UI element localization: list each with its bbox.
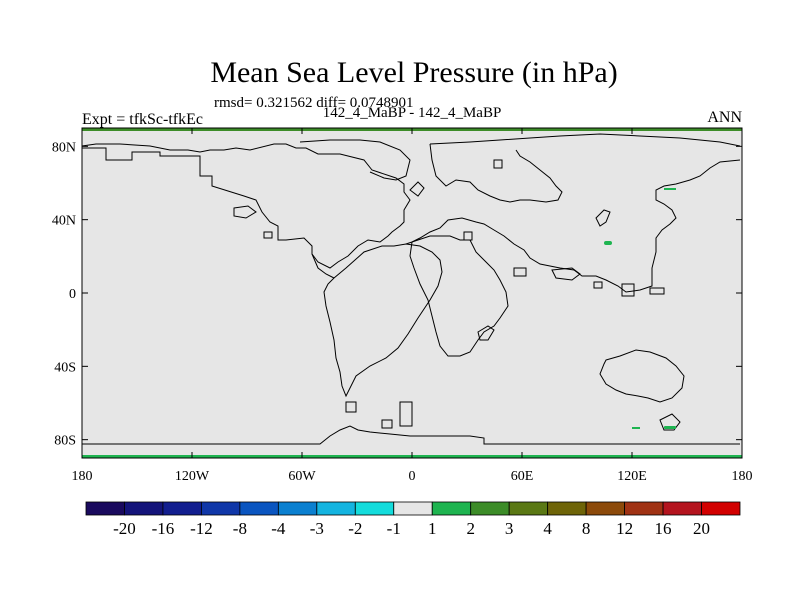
- coastline-south-america: [323, 243, 443, 398]
- colorbar-label: 16: [655, 519, 672, 538]
- colorbar-swatch: [624, 501, 664, 516]
- colorbar-swatch: [316, 501, 356, 516]
- anomaly-patch: [664, 188, 676, 190]
- colorbar-swatch: [701, 501, 741, 516]
- season-label: ANN: [707, 109, 742, 126]
- coastline-island-j: [463, 231, 473, 241]
- lon-tick-label: 180: [732, 469, 753, 484]
- colorbar-label: -1: [387, 519, 401, 538]
- colorbar-swatch: [508, 501, 549, 516]
- lon-tick-label: 60W: [288, 469, 316, 484]
- coastline-africa: [409, 235, 509, 357]
- colorbar-label: 4: [543, 519, 552, 538]
- lat-tick-label: 80S: [54, 434, 76, 449]
- colorbar-swatch: [85, 501, 125, 516]
- coastline-greenland: [299, 139, 411, 181]
- coastline-island-l: [551, 267, 581, 281]
- coastline-japan: [595, 209, 611, 227]
- colorbar-swatch: [393, 501, 433, 516]
- colorbar-swatch: [662, 501, 702, 516]
- colorbar-label: 3: [505, 519, 514, 538]
- coastline-newzealand: [659, 413, 681, 431]
- colorbar-swatch: [239, 501, 279, 516]
- coastline-madagascar: [477, 325, 495, 341]
- coastline-island-b: [263, 231, 273, 239]
- colorbar-label: 1: [428, 519, 437, 538]
- coastline-antarctica: [82, 425, 740, 445]
- coastline-island-d: [381, 419, 393, 429]
- lon-tick-label: 120E: [617, 469, 647, 484]
- experiment-label: Expt = tfkSc-tfkEc: [82, 111, 203, 128]
- coastline-uk: [409, 181, 425, 197]
- colorbar-label: -3: [310, 519, 324, 538]
- lat-tick-label: 0: [69, 287, 76, 302]
- coastline-australia: [599, 349, 685, 403]
- coastline-island-i: [493, 159, 503, 169]
- colorbar-label: -2: [348, 519, 362, 538]
- lon-tick-label: 120W: [175, 469, 210, 484]
- colorbar-swatch: [354, 501, 395, 516]
- colorbar: -20 -16 -12 -8 -4 -3 -2 -1 1 2 3 4 8 12 16 20: [85, 501, 741, 538]
- colorbar-swatch: [201, 501, 241, 516]
- coastline-island-g: [621, 283, 635, 297]
- coastline-island-h: [649, 287, 665, 295]
- lon-tick-label: 60E: [511, 469, 534, 484]
- colorbar-swatch: [431, 501, 472, 516]
- coastline-island-f: [593, 281, 603, 289]
- colorbar-label: 2: [466, 519, 475, 538]
- colorbar-swatch: [470, 501, 510, 516]
- colorbar-swatch: [124, 501, 164, 516]
- anomaly-patch: [604, 241, 612, 245]
- colorbar-label: 8: [582, 519, 591, 538]
- coastline-island-a: [233, 205, 257, 219]
- anomaly-patch: [664, 426, 676, 429]
- colorbar-swatch: [547, 501, 587, 516]
- colorbar-label: -20: [113, 519, 136, 538]
- colorbar-swatch: [162, 501, 202, 516]
- lon-tick-label: 0: [409, 469, 416, 484]
- colorbar-label: -16: [152, 519, 175, 538]
- anomaly-patch: [632, 427, 640, 429]
- coastlines: [81, 133, 741, 445]
- lat-tick-label: 80N: [52, 140, 76, 155]
- center-label: 142_4_MaBP - 142_4_MaBP: [322, 105, 502, 121]
- coastline-eurasia: [405, 133, 741, 293]
- colorbar-label: -4: [271, 519, 286, 538]
- coastline-island-c: [345, 401, 357, 413]
- axis-ticks: 80N 40N 0 40S 80S 180 120W 60W 0 60E 120E 180: [52, 128, 753, 484]
- colorbar-label: 12: [616, 519, 633, 538]
- plot-title: Mean Sea Level Pressure (in hPa): [210, 56, 618, 89]
- positive-anomaly-patches: [604, 188, 676, 429]
- coastline-island-k: [513, 267, 527, 277]
- colorbar-label: 20: [693, 519, 710, 538]
- colorbar-label: -12: [190, 519, 213, 538]
- coastline-island-e: [399, 401, 413, 427]
- lat-tick-label: 40S: [54, 360, 76, 375]
- colorbar-label: -8: [233, 519, 247, 538]
- stats-line: rmsd= 0.321562 diff= 0.0748901: [214, 95, 414, 111]
- coastline-central-america: [311, 253, 335, 279]
- lat-tick-label: 40N: [52, 214, 76, 229]
- lon-tick-label: 180: [72, 469, 93, 484]
- colorbar-swatch: [585, 501, 625, 516]
- colorbar-swatch: [277, 501, 318, 516]
- coastline-north-america: [81, 143, 411, 269]
